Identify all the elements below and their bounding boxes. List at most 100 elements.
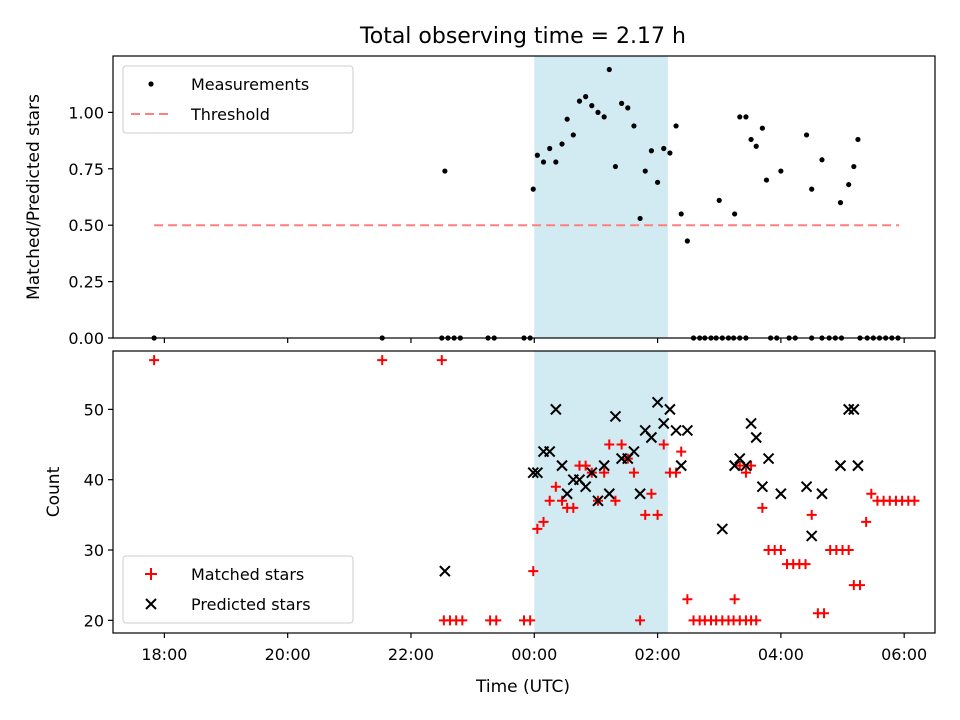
data-point [648,148,655,154]
data-point [751,615,762,626]
x-tick-label: 04:00 [758,645,804,664]
data-point [651,396,664,409]
data-point [654,179,661,185]
x-axis-label: Time (UTC) [475,677,570,697]
legend-label: Measurements [191,75,309,94]
data-point [534,152,540,158]
data-point [658,417,670,430]
legend-box [122,65,354,134]
data-point [763,177,770,183]
data-point [743,114,749,120]
data-point [568,502,579,513]
series-predicted-stars [439,396,864,577]
x-tick-label: 02:00 [635,645,681,664]
data-point [543,445,556,458]
y-axis-label: Matched/Predicted stars [24,94,44,300]
data-point [583,94,589,100]
data-point [837,200,844,206]
data-point [576,98,583,104]
legend-label: Threshold [190,105,270,124]
data-point [729,594,740,605]
data-point [775,545,786,556]
data-point [377,355,388,366]
data-point [616,439,627,450]
data-point [658,439,669,450]
data-point [740,459,752,472]
data-point [528,566,539,577]
data-point [652,509,663,520]
data-point [457,615,468,626]
data-point [846,181,852,188]
ratio-panel: 0.00 0.25 0.50 0.75 1.00 Matched/Predicted st… [24,55,936,348]
data-point [550,481,561,492]
data-point [664,403,676,416]
data-point [819,608,830,619]
legend-label: Predicted stars [191,595,311,614]
data-point [527,466,539,479]
data-point [592,495,604,507]
data-point [631,123,637,129]
data-point [676,446,687,457]
data-point [556,459,568,472]
data-point [595,109,601,115]
data-point [525,615,536,626]
data-point [619,100,625,106]
data-point [745,417,757,430]
data-point [628,467,639,478]
data-point [775,488,787,500]
data-point [579,481,592,493]
data-point [436,355,447,366]
data-point [557,495,568,506]
data-point [645,431,658,444]
data-point [547,145,553,152]
data-point [778,168,784,174]
data-point [580,460,591,471]
data-point [646,488,657,499]
data-point [673,123,679,129]
data-point [642,168,648,174]
data-point [564,116,570,122]
data-point [609,410,622,423]
observing-interval-shade [534,351,668,633]
x-tick-label: 20:00 [265,645,311,664]
data-point [570,132,576,138]
data-point [628,445,640,458]
data-point [610,495,621,506]
data-point [149,355,160,366]
data-point [732,211,738,217]
data-point [439,565,451,577]
data-point [671,467,682,478]
x-tick-label: 22:00 [388,645,434,664]
data-point [909,495,920,506]
data-point [848,403,860,416]
data-point [491,615,502,626]
data-point [681,424,694,437]
data-point [750,431,762,444]
data-point [816,488,828,500]
y-axis-label: Count [44,466,64,517]
data-point [809,186,815,192]
data-point [682,594,693,605]
data-point [757,502,768,513]
legend: Matched stars Predicted stars [122,555,354,624]
counts-panel: 20 30 40 50 Count 18:00 20:00 22:00 00:00 02:00 04… [44,350,936,664]
data-point [530,186,536,192]
data-point [637,215,643,222]
data-point [603,488,615,500]
data-point [625,105,631,111]
data-point [842,403,855,416]
data-point [670,424,682,437]
data-point [800,481,813,493]
data-point [843,545,854,556]
data-point [728,459,741,472]
data-point [667,150,673,156]
data-point [675,459,687,472]
data-point [601,114,607,120]
x-tick-label: 06:00 [881,645,927,664]
data-point [746,460,757,471]
y-tick-label: 1.00 [68,103,104,122]
data-point [805,530,818,542]
data-point [834,459,847,472]
y-tick-label: 0.00 [68,329,104,348]
